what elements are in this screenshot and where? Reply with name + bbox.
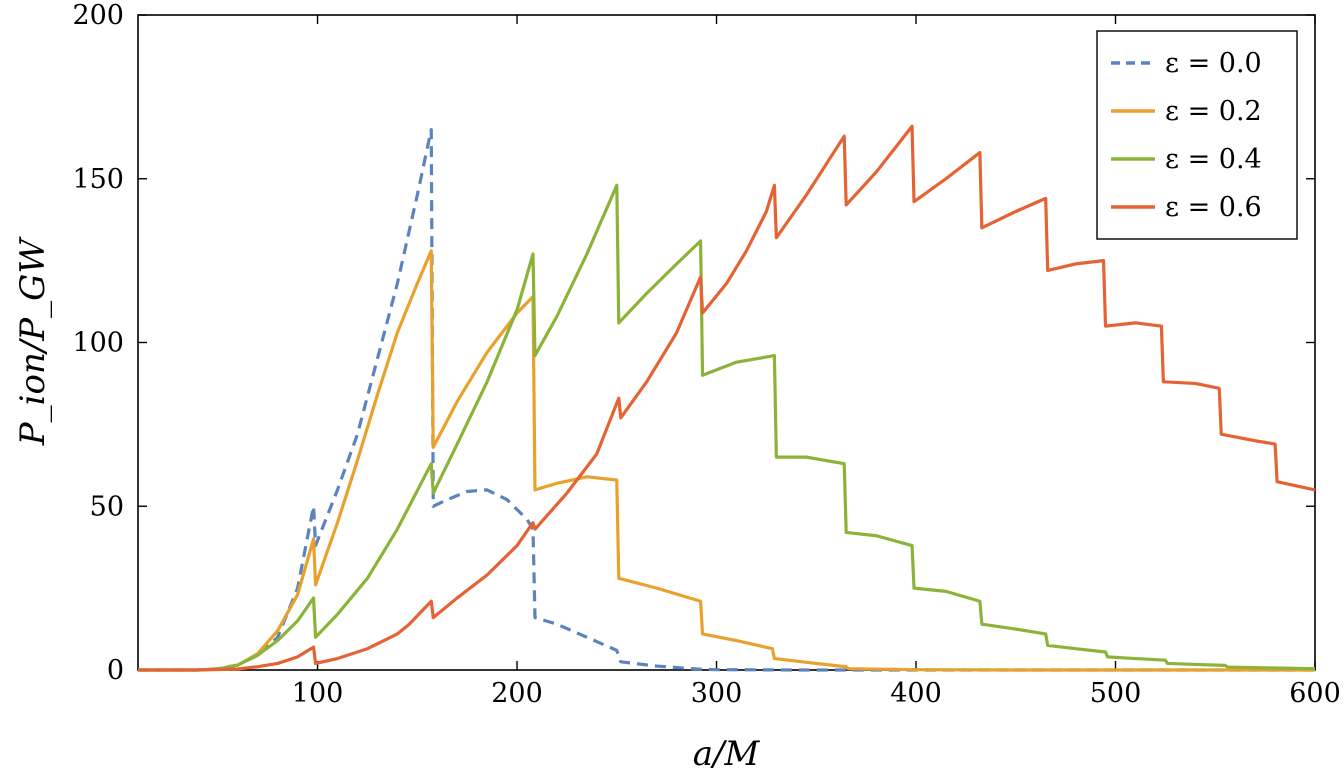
x-axis-label: a/M [693,734,761,774]
y-axis-label: P_ion/P_GW [13,236,53,447]
y-tick-label: 200 [72,0,124,31]
x-tick-label: 300 [691,678,743,709]
legend-box [1096,30,1298,240]
series-line-2 [138,183,1316,672]
legend-label: ε = 0.4 [1165,144,1262,175]
legend-label: ε = 0.0 [1165,48,1262,79]
y-tick-label: 0 [107,655,124,686]
legend-items: ε = 0.0 ε = 0.2 ε = 0.4 ε = 0.6 [1111,48,1262,223]
series-layer [138,124,1316,672]
y-tick-label: 50 [90,491,124,522]
legend-label: ε = 0.6 [1165,192,1262,223]
y-tick-label: 150 [72,164,124,195]
ticks-layer: 100 200 300 400 500 600 0 50 100 150 200 [72,0,1340,709]
series-line-3 [138,124,1316,672]
x-tick-label: 500 [1090,678,1142,709]
x-tick-label: 600 [1289,678,1341,709]
x-tick-label: 100 [292,678,344,709]
x-tick-label: 200 [491,678,543,709]
legend-label: ε = 0.2 [1165,96,1262,127]
y-tick-label: 100 [72,328,124,359]
series-line-0 [138,128,1315,672]
legend: ε = 0.0 ε = 0.2 ε = 0.4 ε = 0.6 [1096,30,1298,240]
x-tick-label: 400 [890,678,942,709]
